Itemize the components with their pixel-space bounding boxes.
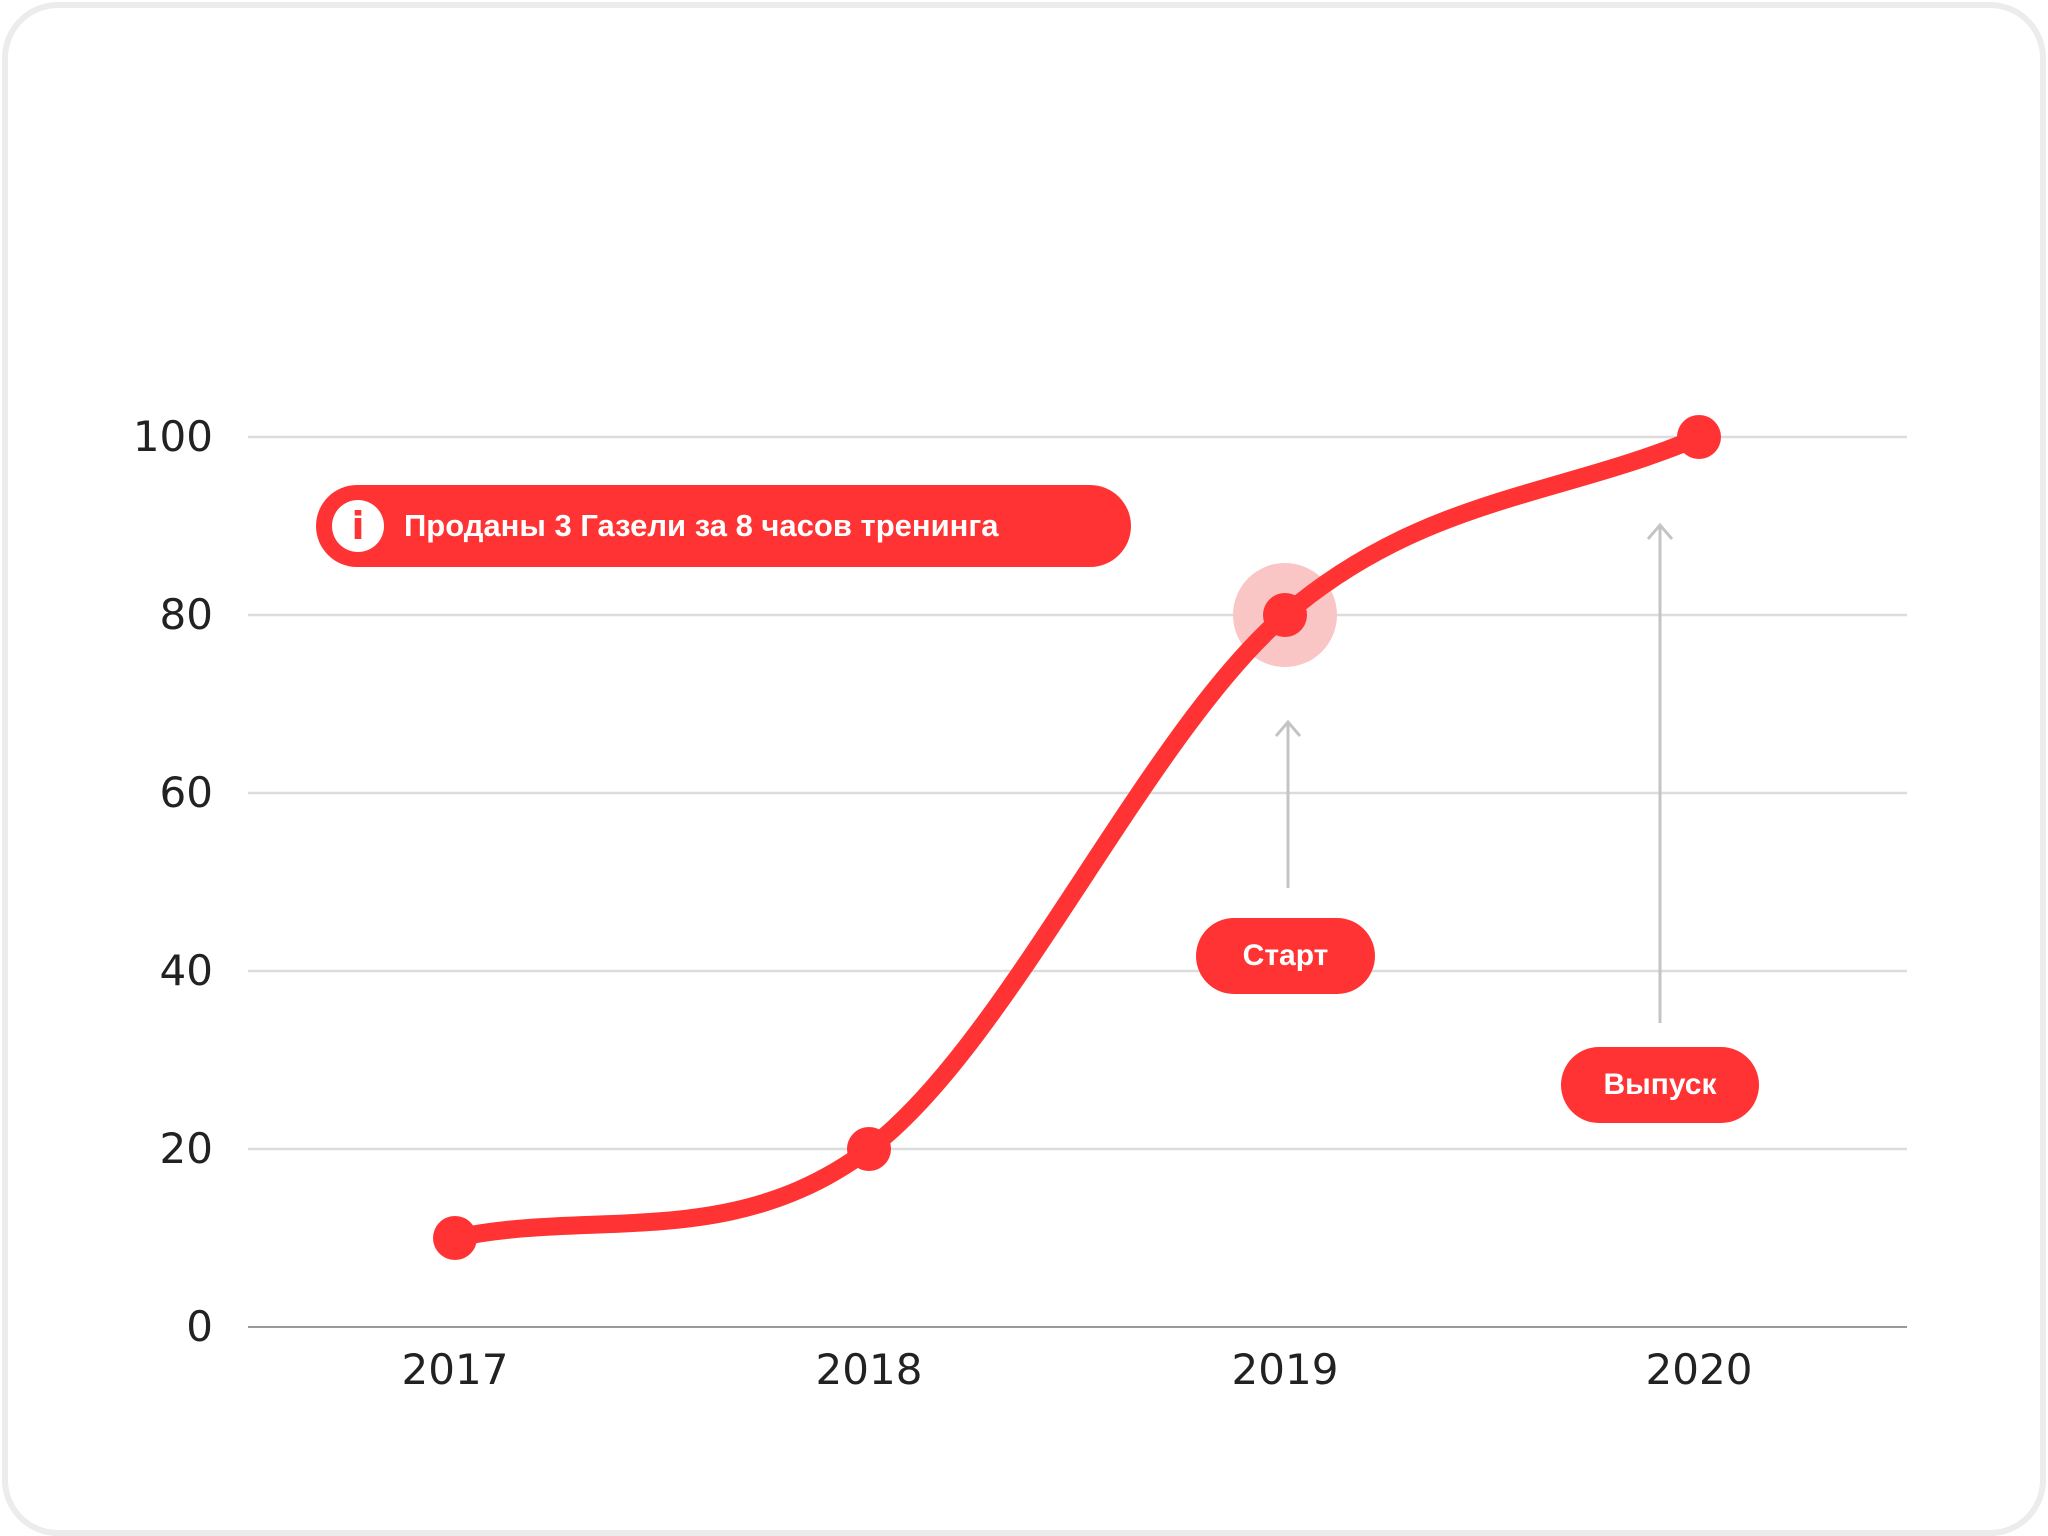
release-arrow-head (1646, 522, 1674, 540)
y-tick-label: 80 (160, 590, 213, 639)
series-line (446, 428, 1708, 1247)
x-tick-label: 2020 (1646, 1345, 1753, 1394)
y-tick-label: 0 (186, 1302, 213, 1351)
data-point (847, 1127, 891, 1171)
info-annotation: i Проданы 3 Газели за 8 часов тренинга (316, 485, 1131, 567)
info-icon: i (332, 500, 384, 552)
y-tick-label: 20 (160, 1124, 213, 1173)
x-tick-label: 2017 (402, 1345, 509, 1394)
data-point (433, 1216, 477, 1260)
release-label: Выпуск (1561, 1047, 1759, 1123)
start-label: Старт (1196, 918, 1375, 994)
data-point (1263, 593, 1307, 637)
start-arrow-head (1274, 719, 1302, 737)
info-text: Проданы 3 Газели за 8 часов тренинга (404, 508, 999, 543)
y-tick-label: 100 (133, 412, 213, 461)
data-point (1677, 415, 1721, 459)
y-tick-label: 40 (160, 946, 213, 995)
x-tick-label: 2018 (816, 1345, 923, 1394)
y-tick-label: 60 (160, 768, 213, 817)
x-tick-label: 2019 (1232, 1345, 1339, 1394)
